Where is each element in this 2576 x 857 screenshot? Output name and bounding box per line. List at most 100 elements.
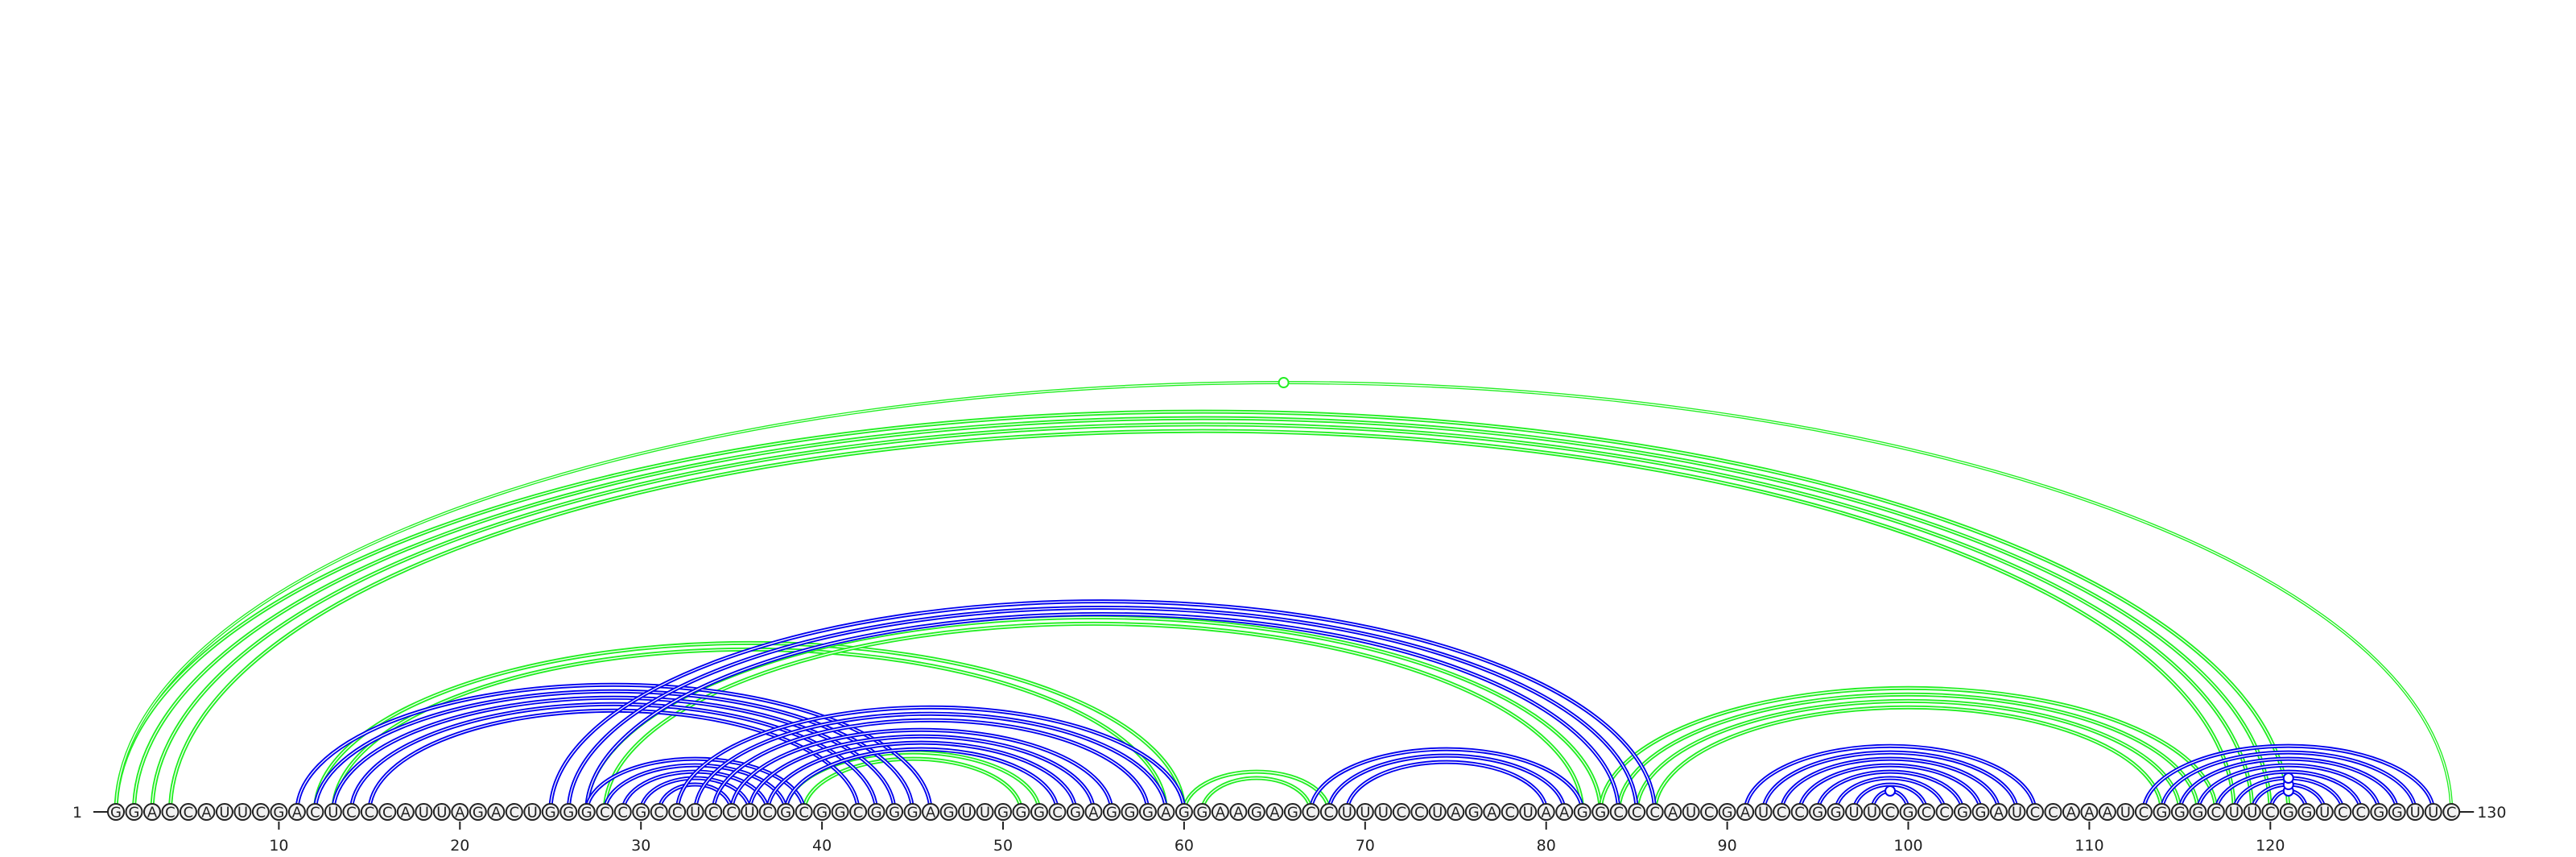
nucleotide-circle — [704, 803, 723, 821]
nucleotide-124: C — [2334, 803, 2352, 822]
nucleotide-18: U — [415, 803, 433, 822]
green-pair-arc-inner-86-114 — [1654, 706, 2163, 813]
green-pair-arc-inner-83-117 — [1600, 687, 2217, 813]
nucleotide-circle — [1138, 803, 1157, 821]
tick-30: 30 — [631, 822, 650, 855]
nucleotide-10: G — [270, 803, 288, 822]
nucleotide-circle — [1102, 803, 1121, 821]
nucleotide-letter: C — [1324, 805, 1335, 822]
nucleotide-letter: U — [2012, 805, 2022, 822]
nucleotide-51: G — [1012, 803, 1030, 822]
nucleotide-circle — [1193, 803, 1212, 821]
tick-label: 50 — [993, 837, 1013, 855]
nucleotide-122: G — [2297, 803, 2316, 822]
nucleotide-letter: U — [328, 805, 338, 822]
nucleotide-letter: U — [527, 805, 538, 822]
nucleotide-47: G — [939, 803, 958, 822]
nucleotide-circle — [2008, 803, 2026, 821]
nucleotide-98: U — [1863, 803, 1881, 822]
nucleotide-circle — [1700, 803, 1719, 821]
tick-label: 100 — [1893, 837, 1922, 855]
nucleotide-92: U — [1754, 803, 1773, 822]
nucleotide-44: G — [886, 803, 904, 822]
green-pair-arc-inner-2-120 — [133, 417, 2271, 813]
nucleotide-letter: G — [2392, 805, 2403, 822]
nucleotide-circle — [596, 803, 614, 821]
nucleotide-letter: C — [2048, 805, 2058, 822]
tick-70: 70 — [1356, 822, 1375, 855]
nucleotide-111: A — [2098, 803, 2116, 822]
nucleotide-letter: U — [745, 805, 755, 822]
nucleotide-80: A — [1537, 803, 1555, 822]
nucleotide-70: U — [1356, 803, 1374, 822]
nucleotide-letter: C — [184, 805, 194, 822]
nucleotide-circle — [1682, 803, 1700, 821]
nucleotide-letter: G — [943, 805, 955, 822]
tick-label: 40 — [812, 837, 832, 855]
blue-pair-arc-69-80 — [1344, 760, 1549, 813]
tick-80: 80 — [1537, 822, 1556, 855]
nucleotide-8: U — [233, 803, 252, 822]
nucleotide-letter: C — [762, 805, 773, 822]
nucleotide-115: G — [2170, 803, 2189, 822]
nucleotide-letter: C — [1052, 805, 1063, 822]
nucleotide-letter: G — [1251, 805, 1262, 822]
nucleotide-letter: C — [365, 805, 375, 822]
nucleotide-circle — [1519, 803, 1538, 821]
nucleotide-circle — [1356, 803, 1374, 821]
nucleotide-letter: C — [1414, 805, 1425, 822]
green-pair-arc-inner-61-67 — [1201, 777, 1311, 813]
blue-pair-arc-inner-67-82 — [1310, 748, 1583, 813]
nucleotide-108: C — [2044, 803, 2062, 822]
nucleotide-circle — [541, 803, 559, 821]
nucleotide-1: G — [107, 803, 125, 822]
nucleotide-13: U — [324, 803, 342, 822]
nucleotide-53: C — [1048, 803, 1067, 822]
nucleotide-97: U — [1845, 803, 1864, 822]
nucleotide-circle — [1157, 803, 1175, 821]
nucleotide-circle — [2351, 803, 2370, 821]
nucleotide-95: G — [1809, 803, 1827, 822]
nucleotide-54: G — [1066, 803, 1084, 822]
nucleotide-letter: C — [1613, 805, 1624, 822]
nucleotide-9: C — [251, 803, 270, 822]
nucleotide-circle — [758, 803, 777, 821]
nucleotide-letter: C — [2139, 805, 2149, 822]
green-pair-arc-inner-84-116 — [1618, 693, 2198, 813]
nucleotide-circle — [396, 803, 415, 821]
nucleotide-41: G — [831, 803, 849, 822]
blue-pair-arc-inner-97-101 — [1853, 784, 1927, 813]
nucleotide-38: G — [777, 803, 795, 822]
nucleotide-letter: G — [2174, 805, 2186, 822]
nucleotide-circle — [831, 803, 849, 821]
base-pair-arcs — [114, 381, 2454, 813]
nucleotide-letter: U — [2319, 805, 2330, 822]
nucleotide-letter: G — [871, 805, 882, 822]
tick-label: 10 — [269, 837, 288, 855]
nucleotide-letter: A — [1994, 805, 2004, 822]
nucleotide-circle — [2153, 803, 2171, 821]
sequence-backbone: 1 130 — [72, 804, 2506, 822]
nucleotide-circle — [142, 803, 161, 821]
nucleotide-34: C — [704, 803, 723, 822]
nucleotide-letter: A — [401, 805, 411, 822]
nucleotide-68: C — [1319, 803, 1338, 822]
nucleotide-letter: C — [346, 805, 357, 822]
nucleotide-letter: A — [926, 805, 936, 822]
nucleotide-letter: G — [1034, 805, 1045, 822]
nucleotide-letter: U — [1378, 805, 1389, 822]
nucleotide-letter: U — [1523, 805, 1534, 822]
nucleotide-113: C — [2134, 803, 2153, 822]
arc-apex-marker-98-100 — [1885, 785, 1897, 797]
nucleotide-circle — [613, 803, 632, 821]
nucleotide-letter: A — [2066, 805, 2077, 822]
nucleotide-letter: A — [1542, 805, 1552, 822]
nucleotide-circle — [2388, 803, 2406, 821]
nucleotide-16: C — [378, 803, 397, 822]
tick-label: 70 — [1356, 837, 1375, 855]
nucleotide-letter: C — [382, 805, 393, 822]
nucleotide-40: G — [813, 803, 832, 822]
nucleotide-circle — [849, 803, 868, 821]
blue-pair-arc-inner-30-36 — [640, 777, 750, 813]
